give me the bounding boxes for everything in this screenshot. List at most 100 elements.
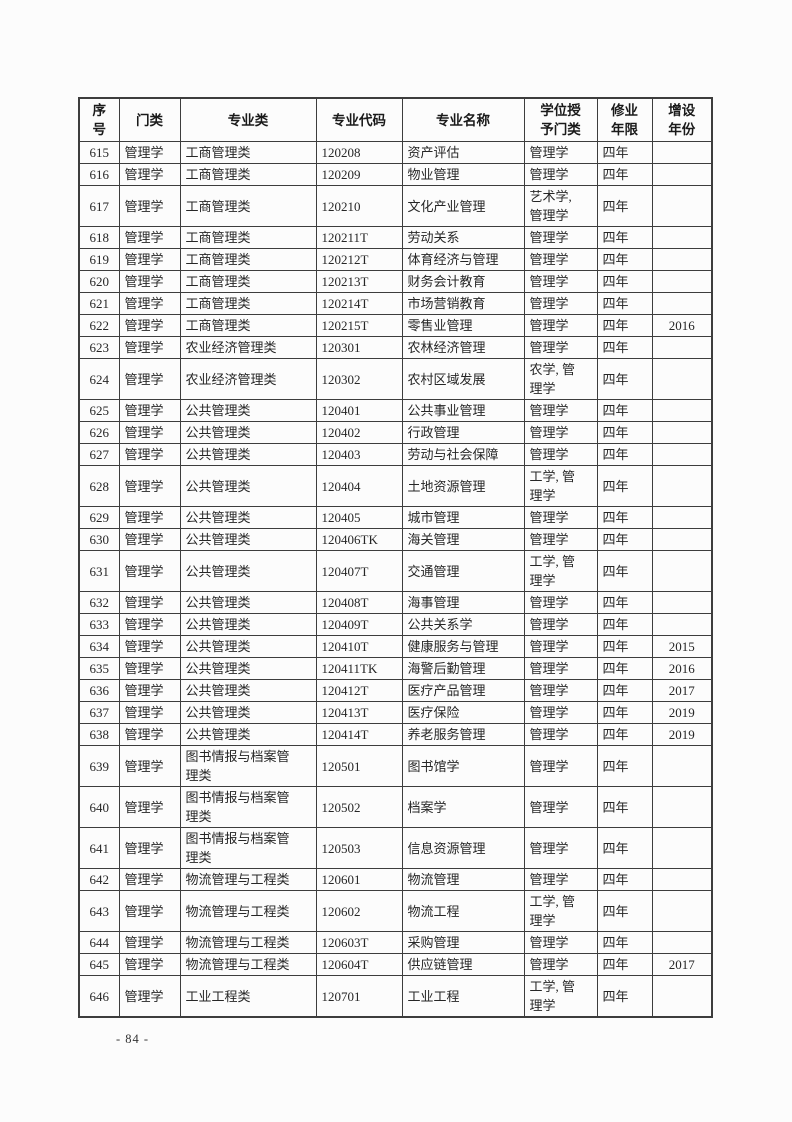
table-row: 635 管理学 公共管理类 120411TK 海警后勤管理 管理学 四年 2016 <box>78 657 713 680</box>
cell-duration: 四年 <box>596 931 653 954</box>
cell-major_code: 120212T <box>315 248 403 271</box>
cell-duration: 四年 <box>596 827 653 869</box>
cell-year_added <box>651 613 713 636</box>
cell-major_name: 市场营销教育 <box>401 292 525 315</box>
cell-major_name: 土地资源管理 <box>401 465 525 507</box>
cell-duration: 四年 <box>596 786 653 828</box>
cell-category: 管理学 <box>118 679 181 702</box>
cell-major_class: 公共管理类 <box>179 591 317 614</box>
cell-duration: 四年 <box>596 421 653 444</box>
table-row: 638 管理学 公共管理类 120414T 养老服务管理 管理学 四年 2019 <box>78 723 713 746</box>
cell-duration: 四年 <box>596 723 653 746</box>
cell-year_added <box>651 931 713 954</box>
cell-degree_category: 管理学 <box>523 270 598 293</box>
cell-category: 管理学 <box>118 613 181 636</box>
cell-major_class: 工商管理类 <box>179 163 317 186</box>
cell-major_name: 农村区域发展 <box>401 358 525 400</box>
cell-category: 管理学 <box>118 226 181 249</box>
cell-major_name: 物业管理 <box>401 163 525 186</box>
cell-duration: 四年 <box>596 336 653 359</box>
cell-duration: 四年 <box>596 868 653 891</box>
cell-major_name: 农林经济管理 <box>401 336 525 359</box>
cell-index: 634 <box>78 635 120 658</box>
cell-major_class: 公共管理类 <box>179 506 317 529</box>
col-header-major-code: 专业代码 <box>315 97 403 142</box>
cell-index: 628 <box>78 465 120 507</box>
cell-duration: 四年 <box>596 613 653 636</box>
cell-index: 619 <box>78 248 120 271</box>
cell-index: 625 <box>78 399 120 422</box>
cell-major_name: 劳动关系 <box>401 226 525 249</box>
cell-index: 638 <box>78 723 120 746</box>
cell-major_code: 120701 <box>315 975 403 1018</box>
cell-category: 管理学 <box>118 270 181 293</box>
cell-major_code: 120405 <box>315 506 403 529</box>
cell-major_code: 120214T <box>315 292 403 315</box>
table-row: 640 管理学 图书情报与档案管 理类 120502 档案学 管理学 四年 <box>78 786 713 828</box>
cell-major_class: 公共管理类 <box>179 443 317 466</box>
cell-major_code: 120407T <box>315 550 403 592</box>
table-row: 645 管理学 物流管理与工程类 120604T 供应链管理 管理学 四年 2017 <box>78 953 713 976</box>
cell-index: 615 <box>78 141 120 164</box>
cell-major_class: 物流管理与工程类 <box>179 890 317 932</box>
cell-major_code: 120604T <box>315 953 403 976</box>
cell-major_name: 物流管理 <box>401 868 525 891</box>
cell-index: 627 <box>78 443 120 466</box>
cell-duration: 四年 <box>596 975 653 1018</box>
cell-index: 635 <box>78 657 120 680</box>
cell-category: 管理学 <box>118 591 181 614</box>
cell-degree_category: 管理学 <box>523 931 598 954</box>
cell-index: 616 <box>78 163 120 186</box>
cell-category: 管理学 <box>118 635 181 658</box>
cell-category: 管理学 <box>118 657 181 680</box>
cell-category: 管理学 <box>118 465 181 507</box>
cell-major_name: 供应链管理 <box>401 953 525 976</box>
cell-major_class: 物流管理与工程类 <box>179 931 317 954</box>
cell-major_class: 工商管理类 <box>179 314 317 337</box>
cell-major_class: 工商管理类 <box>179 226 317 249</box>
cell-category: 管理学 <box>118 723 181 746</box>
cell-duration: 四年 <box>596 657 653 680</box>
table-row: 641 管理学 图书情报与档案管 理类 120503 信息资源管理 管理学 四年 <box>78 827 713 869</box>
cell-duration: 四年 <box>596 163 653 186</box>
cell-duration: 四年 <box>596 890 653 932</box>
cell-degree_category: 工学, 管 理学 <box>523 890 598 932</box>
table-row: 629 管理学 公共管理类 120405 城市管理 管理学 四年 <box>78 506 713 529</box>
cell-category: 管理学 <box>118 975 181 1018</box>
cell-major_code: 120301 <box>315 336 403 359</box>
col-header-duration: 修业 年限 <box>596 97 653 142</box>
cell-year_added: 2019 <box>651 701 713 724</box>
table-row: 634 管理学 公共管理类 120410T 健康服务与管理 管理学 四年 2015 <box>78 635 713 658</box>
table-row: 646 管理学 工业工程类 120701 工业工程 工学, 管 理学 四年 <box>78 975 713 1018</box>
cell-major_class: 工商管理类 <box>179 248 317 271</box>
cell-category: 管理学 <box>118 358 181 400</box>
table-body: 615 管理学 工商管理类 120208 资产评估 管理学 四年 616 管理学 工商管理类 120… <box>78 141 713 1018</box>
cell-index: 624 <box>78 358 120 400</box>
cell-index: 621 <box>78 292 120 315</box>
cell-year_added: 2019 <box>651 723 713 746</box>
cell-index: 633 <box>78 613 120 636</box>
cell-major_code: 120210 <box>315 185 403 227</box>
cell-major_name: 财务会计教育 <box>401 270 525 293</box>
cell-major_code: 120410T <box>315 635 403 658</box>
cell-major_name: 海警后勤管理 <box>401 657 525 680</box>
table-row: 637 管理学 公共管理类 120413T 医疗保险 管理学 四年 2019 <box>78 701 713 724</box>
cell-index: 626 <box>78 421 120 444</box>
col-header-year-added: 增设 年份 <box>651 97 713 142</box>
cell-degree_category: 管理学 <box>523 314 598 337</box>
cell-major_name: 零售业管理 <box>401 314 525 337</box>
cell-major_code: 120602 <box>315 890 403 932</box>
cell-major_name: 医疗产品管理 <box>401 679 525 702</box>
cell-index: 618 <box>78 226 120 249</box>
cell-year_added: 2017 <box>651 679 713 702</box>
cell-duration: 四年 <box>596 506 653 529</box>
cell-major_name: 劳动与社会保障 <box>401 443 525 466</box>
cell-major_class: 公共管理类 <box>179 613 317 636</box>
cell-major_code: 120403 <box>315 443 403 466</box>
cell-year_added <box>651 226 713 249</box>
cell-category: 管理学 <box>118 163 181 186</box>
cell-major_name: 物流工程 <box>401 890 525 932</box>
col-header-category: 门类 <box>118 97 181 142</box>
cell-category: 管理学 <box>118 421 181 444</box>
cell-major_name: 城市管理 <box>401 506 525 529</box>
